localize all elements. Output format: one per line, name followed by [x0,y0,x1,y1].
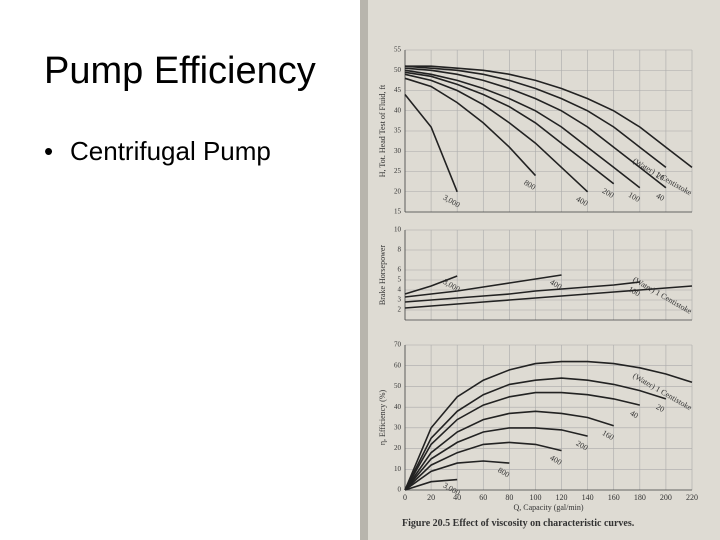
curve [404,275,458,295]
y-tick-label: 30 [394,147,402,155]
x-tick-label: 40 [453,493,461,502]
curve [404,460,510,491]
x-tick-label: 200 [660,493,672,502]
y-tick-label: 60 [394,361,402,369]
bullet-text: Centrifugal Pump [70,136,271,166]
y-tick-label: 3 [398,296,402,304]
y-tick-label: 20 [394,444,402,452]
y-axis-title: H, Tot. Head Test of Fluid, ft [378,84,387,177]
y-tick-label: 0 [398,486,402,494]
figure-caption: Figure 20.5 Effect of viscosity on chara… [402,518,635,529]
y-tick-label: 10 [394,465,402,473]
x-tick-label: 220 [686,493,698,502]
x-tick-label: 120 [556,493,568,502]
curve [404,73,589,193]
curve [404,441,562,491]
curve [404,65,667,169]
curve [404,67,667,189]
figure-edge [360,0,368,540]
y-axis-title: Brake Horsepower [378,245,387,306]
curve [404,285,693,309]
curve-label: 40 [628,409,639,421]
curve [404,93,458,193]
curve [404,71,615,185]
y-axis-title: η, Efficiency (%) [378,389,387,445]
x-tick-label: 160 [608,493,620,502]
y-tick-label: 10 [394,226,402,234]
y-tick-label: 4 [398,286,402,294]
y-tick-label: 6 [398,266,402,274]
x-axis-title: Q, Capacity (gal/min) [514,503,584,512]
curve-label: 20 [655,402,666,414]
x-tick-label: 20 [427,493,435,502]
y-tick-label: 20 [394,187,402,195]
y-tick-label: 15 [394,208,402,216]
curve [404,360,693,491]
bullet-marker: • [44,136,53,166]
curve-label: 40 [655,191,666,203]
y-tick-label: 50 [394,66,402,74]
y-tick-label: 70 [394,341,402,349]
y-tick-label: 30 [394,423,402,431]
y-tick-label: 45 [394,86,402,94]
y-tick-label: 50 [394,382,402,390]
x-tick-label: 140 [582,493,594,502]
curve [404,281,640,303]
curve [404,274,562,298]
curve [404,410,614,491]
x-tick-label: 100 [529,493,541,502]
y-tick-label: 55 [394,46,402,54]
curve [404,377,667,491]
x-tick-label: 0 [403,493,407,502]
y-tick-label: 8 [398,246,402,254]
y-tick-label: 40 [394,106,402,114]
y-tick-label: 40 [394,403,402,411]
curve [404,478,458,491]
curve-label: 20 [655,171,666,183]
x-tick-label: 80 [505,493,513,502]
curve [404,77,537,177]
x-tick-label: 60 [479,493,487,502]
y-tick-label: 25 [394,167,402,175]
curve [404,69,641,189]
curve [404,391,640,491]
slide-title: Pump Efficiency [44,50,316,92]
curve [404,427,588,491]
y-tick-label: 2 [398,306,402,314]
y-tick-label: 35 [394,127,402,135]
figure: Figure 20.5 Effect of viscosity on chara… [360,0,720,540]
x-tick-label: 180 [634,493,646,502]
y-tick-label: 5 [398,276,402,284]
curve [405,65,693,169]
